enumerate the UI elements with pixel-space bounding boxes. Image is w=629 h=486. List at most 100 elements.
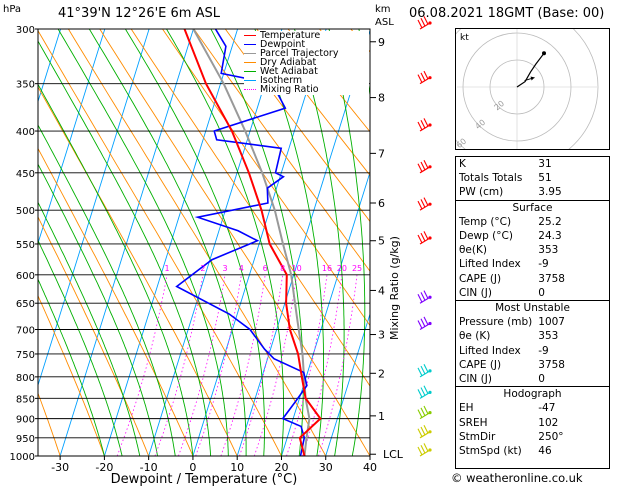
km-unit-label: km xyxy=(375,4,391,15)
wind-barb-flag xyxy=(420,444,426,454)
temperature-profile xyxy=(183,29,322,456)
indices-label: Lifted Index xyxy=(459,258,521,271)
x-axis-label: Dewpoint / Temperature (°C) xyxy=(111,472,298,486)
wind-barb-flag xyxy=(417,121,423,131)
mixing-ratio-label: 6 xyxy=(263,264,268,273)
mixing-ratio-label: 1 xyxy=(164,264,169,273)
indices-label: PW (cm) xyxy=(459,186,504,199)
km-tick-label: 5 xyxy=(378,235,385,248)
pressure-tick-label: 800 xyxy=(16,373,35,384)
wind-barb-flag xyxy=(423,405,429,415)
storm-motion-arrowhead xyxy=(530,76,535,81)
indices-section-header: Most Unstable xyxy=(456,300,609,316)
legend-swatch xyxy=(244,62,256,63)
wind-barb xyxy=(417,70,432,85)
hodograph-kt-label: kt xyxy=(460,33,469,43)
indices-label: StmDir xyxy=(459,430,496,443)
wind-barb xyxy=(417,231,432,245)
mixing-ratio-label: 20 xyxy=(337,264,347,273)
indices-row: SREH 102 xyxy=(456,416,609,430)
mixing-ratio-label: 2 xyxy=(200,264,205,273)
legend-item: Wet Adiabat xyxy=(244,67,318,76)
wind-barb-tip xyxy=(428,369,432,373)
wind-barb-flag xyxy=(420,161,426,171)
indices-table: K 31 Totals Totals 51 PW (cm) 3.95 Surface Temp… xyxy=(456,157,609,458)
legend-label: Dry Adiabat xyxy=(260,57,317,68)
wind-barb xyxy=(417,405,432,420)
mixing-ratio-line xyxy=(253,274,297,456)
wind-barb-flag xyxy=(423,231,429,240)
wind-barb xyxy=(417,316,432,331)
legend-swatch xyxy=(244,35,256,36)
wind-barb xyxy=(417,118,432,132)
wind-barb-tip xyxy=(428,430,432,434)
isotherm-line xyxy=(38,29,150,387)
wind-barb-flag xyxy=(423,159,429,169)
wind-barb-tip xyxy=(428,202,432,206)
legend-label: Temperature xyxy=(260,30,321,41)
pressure-tick-label: 450 xyxy=(16,169,35,180)
km-tick-label: 2 xyxy=(378,367,385,380)
wind-barb-tip xyxy=(428,21,432,25)
wind-barb-flag xyxy=(423,364,429,373)
wind-barb xyxy=(417,364,432,378)
isotherm-line xyxy=(192,29,327,456)
hodograph-ring-label: 40 xyxy=(474,118,488,131)
wind-barb-flag xyxy=(423,316,429,326)
wind-barb-flag xyxy=(420,426,426,436)
x-tick-label: 30 xyxy=(319,461,333,474)
mixing-ratio-line xyxy=(178,274,226,456)
hpa-unit-label: hPa xyxy=(3,4,22,15)
hodograph-ring xyxy=(435,5,599,169)
indices-row: CIN (J) 0 xyxy=(456,286,609,301)
wind-barb-flag xyxy=(417,428,423,438)
indices-value: -9 xyxy=(538,344,549,357)
legend-swatch xyxy=(244,80,256,81)
indices-label: K xyxy=(459,158,466,170)
indices-value: 1007 xyxy=(538,316,565,329)
indices-section-title: Hodograph xyxy=(456,386,609,402)
indices-label: Dewp (°C) xyxy=(459,230,513,243)
wind-barb-flag xyxy=(417,200,423,210)
indices-row: EH -47 xyxy=(456,401,609,415)
chart-legend: Temperature Dewpoint Parcel Trajectory Dry … xyxy=(244,31,369,95)
km-tick-label: 6 xyxy=(378,197,385,210)
mixing-ratio-label: 3 xyxy=(222,264,227,273)
pressure-tick-label: 900 xyxy=(16,415,35,426)
indices-value: 3758 xyxy=(538,272,565,285)
wind-barb-flag xyxy=(423,197,429,206)
indices-row: Totals Totals 51 xyxy=(456,171,609,185)
indices-value: 0 xyxy=(538,286,545,299)
x-tick-label: 10 xyxy=(230,461,244,474)
pressure-tick-label: 550 xyxy=(16,240,35,251)
indices-row: K 31 xyxy=(456,157,609,171)
indices-label: Temp (°C) xyxy=(459,215,512,228)
indices-row: CAPE (J) 3758 xyxy=(456,358,609,372)
wind-barb-flag xyxy=(420,119,426,129)
x-tick-label: 40 xyxy=(363,461,377,474)
wind-barb-flag xyxy=(423,70,429,80)
mixing-ratio-label: 10 xyxy=(292,264,302,273)
isotherm-line xyxy=(59,29,194,456)
indices-label: CIN (J) xyxy=(459,286,492,299)
wind-barb-flag xyxy=(420,387,426,396)
wind-barb xyxy=(417,424,432,439)
dry-adiabat-line xyxy=(38,392,61,456)
pressure-tick-label: 1000 xyxy=(10,452,35,463)
wind-barb-flag xyxy=(417,163,423,173)
legend-label: Dewpoint xyxy=(260,39,306,50)
isotherm-line xyxy=(236,29,370,456)
mixing-ratio-line xyxy=(286,274,328,456)
indices-value: 0 xyxy=(538,373,545,386)
km-tick-label: 7 xyxy=(378,147,385,160)
mixing-ratio-line xyxy=(318,274,358,456)
legend-label: Mixing Ratio xyxy=(260,84,319,95)
legend-swatch xyxy=(244,53,256,54)
isotherm-line xyxy=(0,29,16,456)
mixing-ratio-label: 16 xyxy=(322,264,332,273)
indices-section-title: Surface xyxy=(456,199,609,215)
pressure-tick-label: 600 xyxy=(16,271,35,282)
dry-adiabat-line xyxy=(256,29,370,176)
indices-row: Lifted Index -9 xyxy=(456,257,609,271)
